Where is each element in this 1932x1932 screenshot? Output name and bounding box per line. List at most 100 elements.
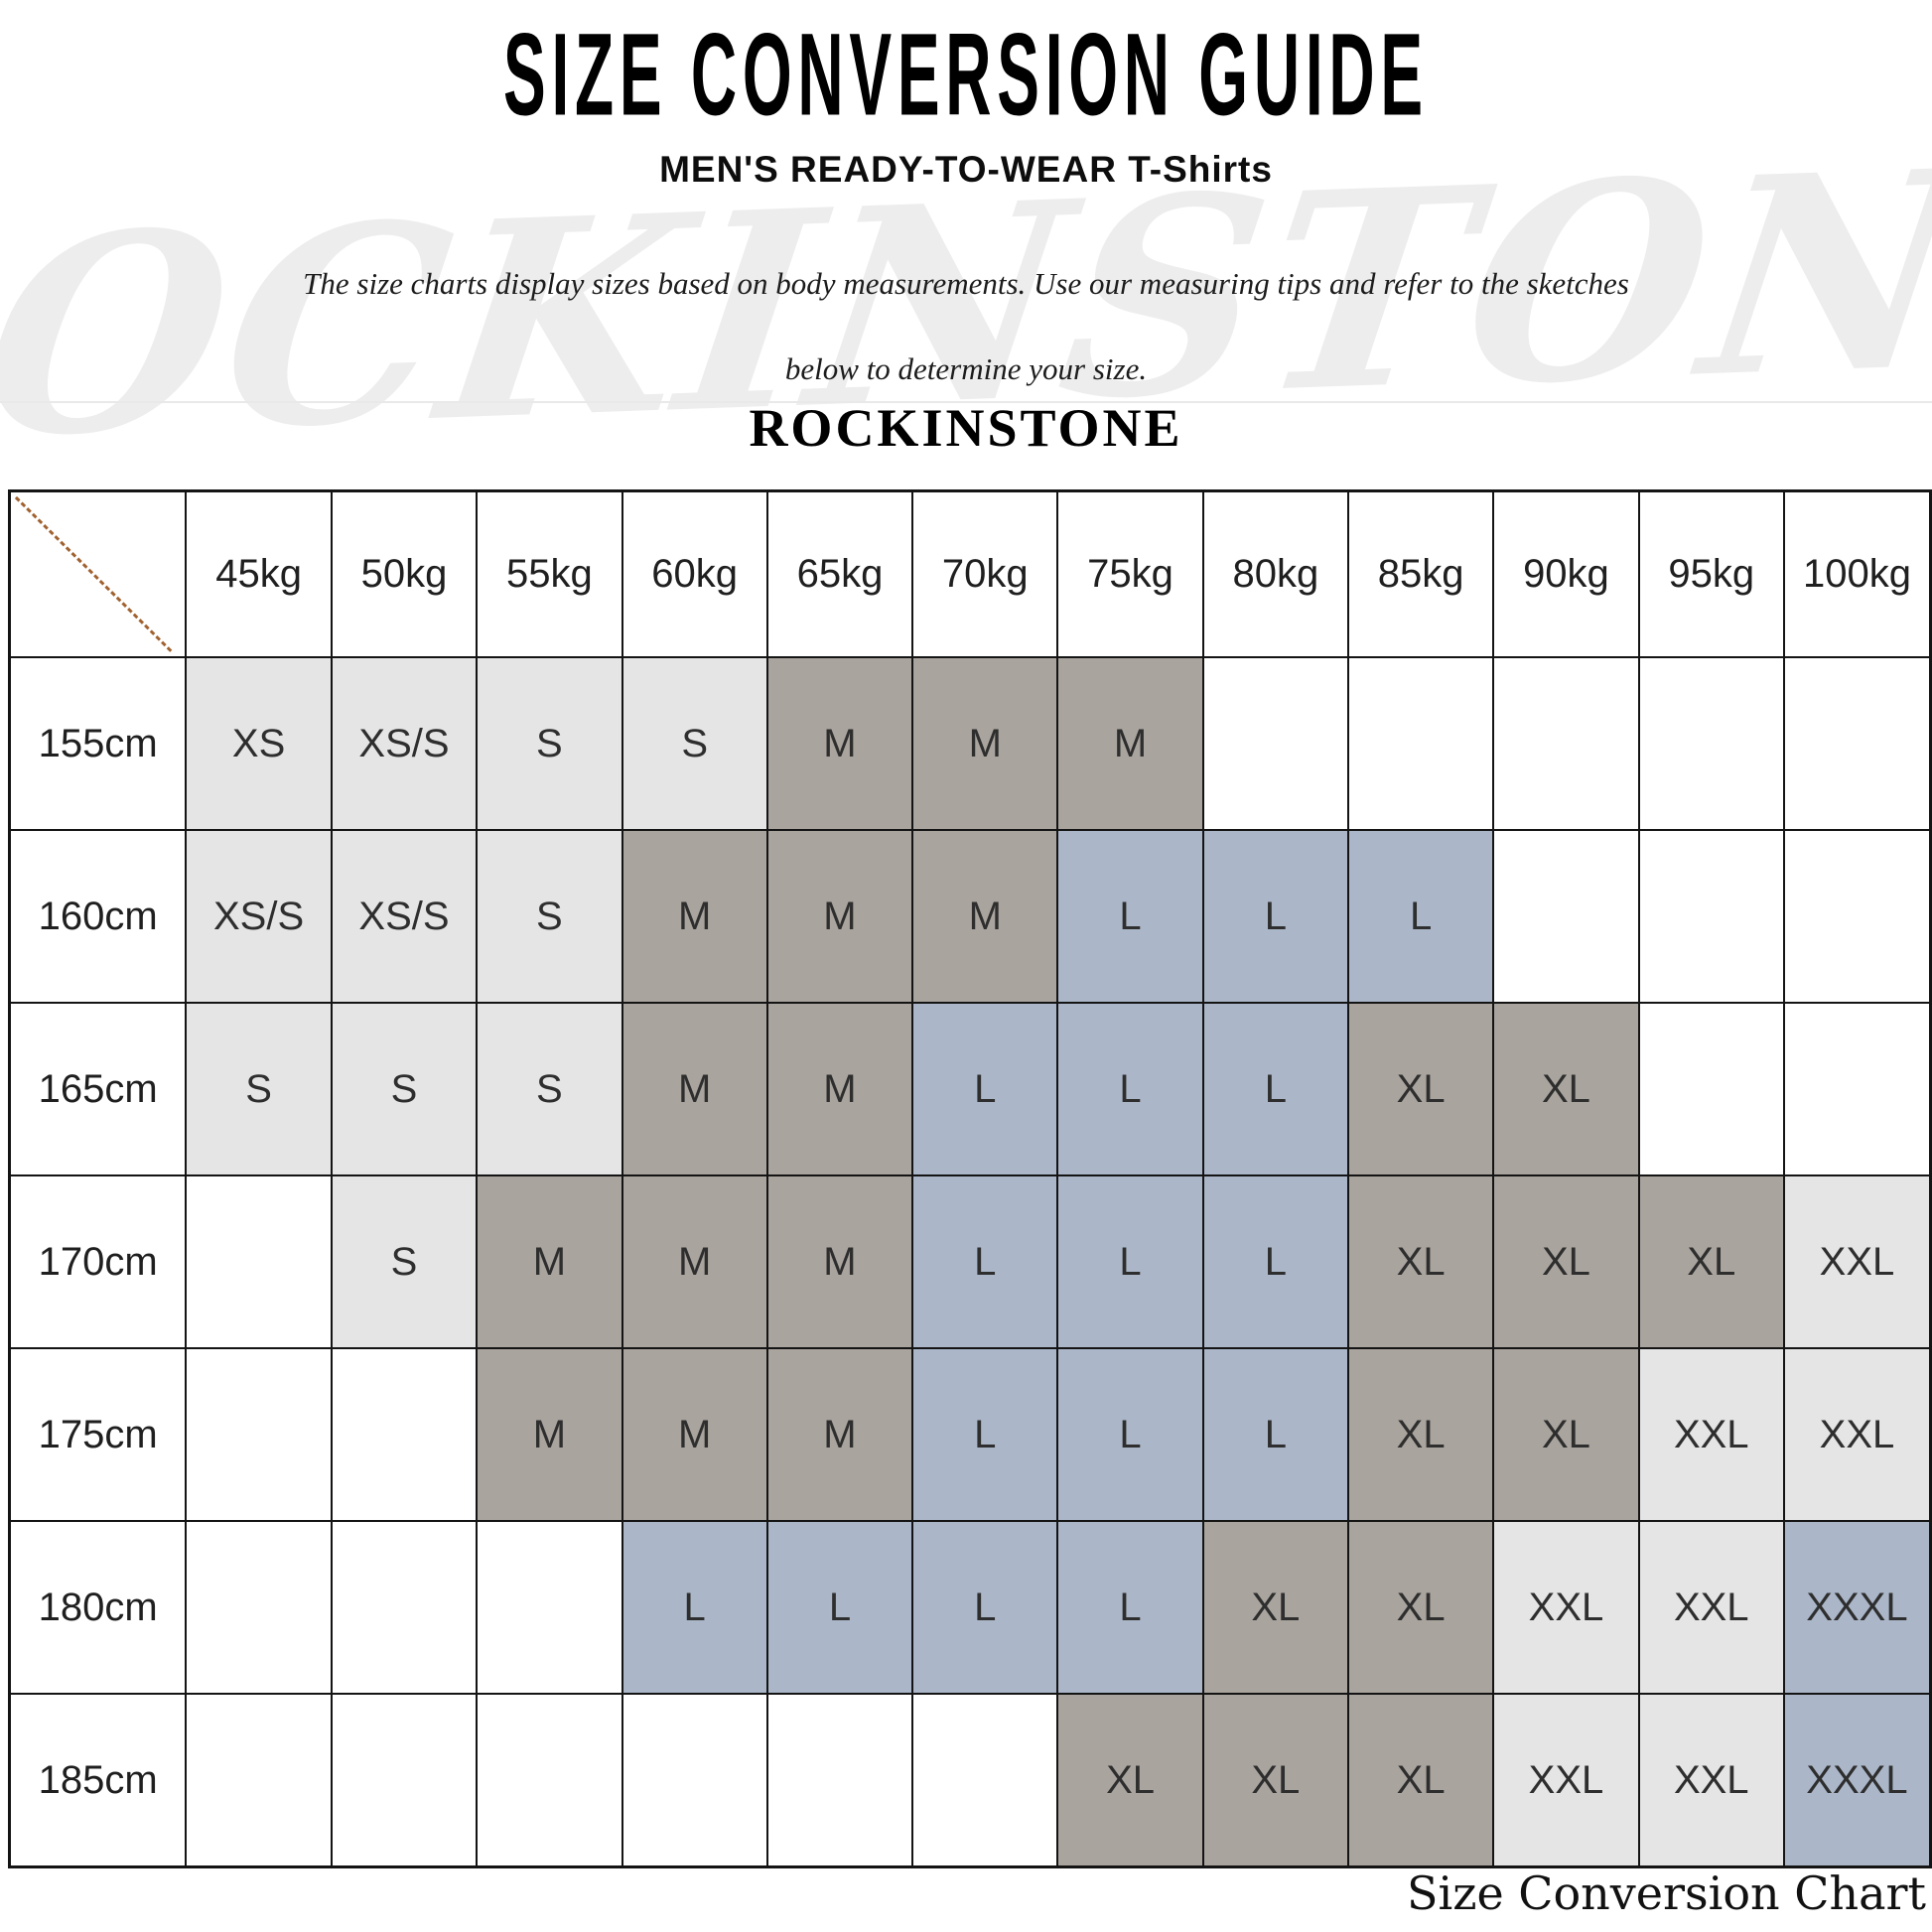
size-cell: M	[911, 656, 1059, 831]
size-cell: M	[765, 1002, 914, 1176]
height-label: 170cm	[8, 1174, 188, 1349]
size-cell: XL	[1492, 1174, 1640, 1349]
size-cell: XXL	[1782, 1174, 1932, 1349]
size-cell: M	[765, 656, 914, 831]
page-title-text: SIZE CONVERSION GUIDE	[503, 9, 1429, 141]
size-cell: XL	[1492, 1347, 1640, 1522]
size-cell	[330, 1693, 479, 1868]
page-title: SIZE CONVERSION GUIDE	[0, 8, 1932, 140]
size-cell: L	[1201, 1002, 1350, 1176]
height-label: 180cm	[8, 1520, 188, 1695]
size-cell: XL	[1346, 1520, 1495, 1695]
size-cell	[330, 1347, 479, 1522]
table-row: 160cm XS/S XS/S S M M M L L L	[8, 829, 1932, 1004]
size-cell	[185, 1693, 333, 1868]
size-cell: M	[765, 1347, 914, 1522]
table-row: 185cm XL XL XL XXL XXL XXXL	[8, 1693, 1932, 1868]
size-cell: XL	[1346, 1693, 1495, 1868]
description: The size charts display sizes based on b…	[0, 241, 1932, 412]
size-cell	[911, 1693, 1059, 1868]
size-cell	[1201, 656, 1350, 831]
size-cell: XL	[1201, 1693, 1350, 1868]
weight-header: 70kg	[911, 489, 1059, 658]
size-cell: M	[621, 829, 768, 1004]
size-cell: L	[911, 1174, 1059, 1349]
size-cell: M	[621, 1347, 768, 1522]
description-line-2: below to determine your size.	[784, 351, 1148, 386]
size-cell	[330, 1520, 479, 1695]
size-cell: L	[1056, 1174, 1204, 1349]
size-cell: S	[476, 1002, 623, 1176]
size-cell: XL	[1346, 1174, 1495, 1349]
size-cell	[476, 1520, 623, 1695]
size-cell: L	[1201, 1174, 1350, 1349]
table-row: 180cm L L L L XL XL XXL XXL XXXL	[8, 1520, 1932, 1695]
size-cell	[765, 1693, 914, 1868]
size-cell	[1637, 829, 1785, 1004]
size-cell	[621, 1693, 768, 1868]
weight-header: 100kg	[1782, 489, 1932, 658]
size-cell: XS/S	[330, 829, 479, 1004]
size-cell	[185, 1174, 333, 1349]
corner-cell	[8, 489, 188, 658]
size-cell: S	[476, 829, 623, 1004]
size-cell	[185, 1347, 333, 1522]
size-cell: S	[476, 656, 623, 831]
weight-header: 75kg	[1056, 489, 1204, 658]
height-label: 160cm	[8, 829, 188, 1004]
size-cell: L	[1056, 1347, 1204, 1522]
size-cell: L	[1346, 829, 1495, 1004]
table-row: 155cm XS XS/S S S M M M	[8, 656, 1932, 831]
size-cell: XXL	[1492, 1693, 1640, 1868]
size-cell: L	[1201, 1347, 1350, 1522]
size-table-body: 155cm XS XS/S S S M M M 160cm XS/S XS/S S M M M L L L 165c…	[8, 656, 1932, 1868]
size-cell: M	[765, 1174, 914, 1349]
diagonal-line-icon	[14, 495, 173, 653]
size-cell	[1637, 656, 1785, 831]
size-cell: M	[621, 1002, 768, 1176]
size-cell: XXXL	[1782, 1520, 1932, 1695]
size-cell: M	[1056, 656, 1204, 831]
size-cell	[1782, 656, 1932, 831]
footer-caption: Size Conversion Chart	[1406, 1866, 1926, 1920]
size-cell: L	[1056, 1002, 1204, 1176]
size-cell: XXL	[1637, 1347, 1785, 1522]
size-cell	[1346, 656, 1495, 831]
divider-line	[0, 401, 1932, 403]
weight-header: 85kg	[1346, 489, 1495, 658]
size-cell: XL	[1346, 1347, 1495, 1522]
size-cell: XS/S	[185, 829, 333, 1004]
size-cell: M	[765, 829, 914, 1004]
size-cell: L	[911, 1002, 1059, 1176]
weight-header: 55kg	[476, 489, 623, 658]
weight-header: 65kg	[765, 489, 914, 658]
weight-header: 60kg	[621, 489, 768, 658]
size-cell	[185, 1520, 333, 1695]
header-row: 45kg 50kg 55kg 60kg 65kg 70kg 75kg 80kg 85kg 90kg…	[8, 489, 1932, 658]
size-cell: XXXL	[1782, 1693, 1932, 1868]
size-cell: S	[621, 656, 768, 831]
size-cell: L	[1056, 1520, 1204, 1695]
size-cell: XXL	[1637, 1693, 1785, 1868]
brand-title: ROCKINSTONE	[749, 398, 1183, 458]
size-cell: L	[911, 1347, 1059, 1522]
size-cell: XS	[185, 656, 333, 831]
size-cell: M	[476, 1174, 623, 1349]
size-table: 45kg 50kg 55kg 60kg 65kg 70kg 75kg 80kg 85kg 90kg…	[8, 489, 1932, 1868]
size-cell: M	[911, 829, 1059, 1004]
table-row: 170cm S M M M L L L XL XL XL XXL	[8, 1174, 1932, 1349]
height-label: 155cm	[8, 656, 188, 831]
size-cell	[1492, 829, 1640, 1004]
size-cell: M	[476, 1347, 623, 1522]
size-cell: L	[1056, 829, 1204, 1004]
table-row: 175cm M M M L L L XL XL XXL XXL	[8, 1347, 1932, 1522]
size-cell: L	[621, 1520, 768, 1695]
height-label: 175cm	[8, 1347, 188, 1522]
height-label: 165cm	[8, 1002, 188, 1176]
size-cell: L	[765, 1520, 914, 1695]
size-cell: L	[911, 1520, 1059, 1695]
height-label: 185cm	[8, 1693, 188, 1868]
weight-header: 95kg	[1637, 489, 1785, 658]
size-cell: XL	[1346, 1002, 1495, 1176]
size-cell: S	[330, 1002, 479, 1176]
